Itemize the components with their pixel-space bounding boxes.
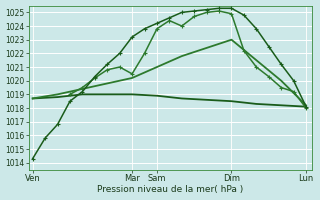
X-axis label: Pression niveau de la mer( hPa ): Pression niveau de la mer( hPa ) [98,185,244,194]
